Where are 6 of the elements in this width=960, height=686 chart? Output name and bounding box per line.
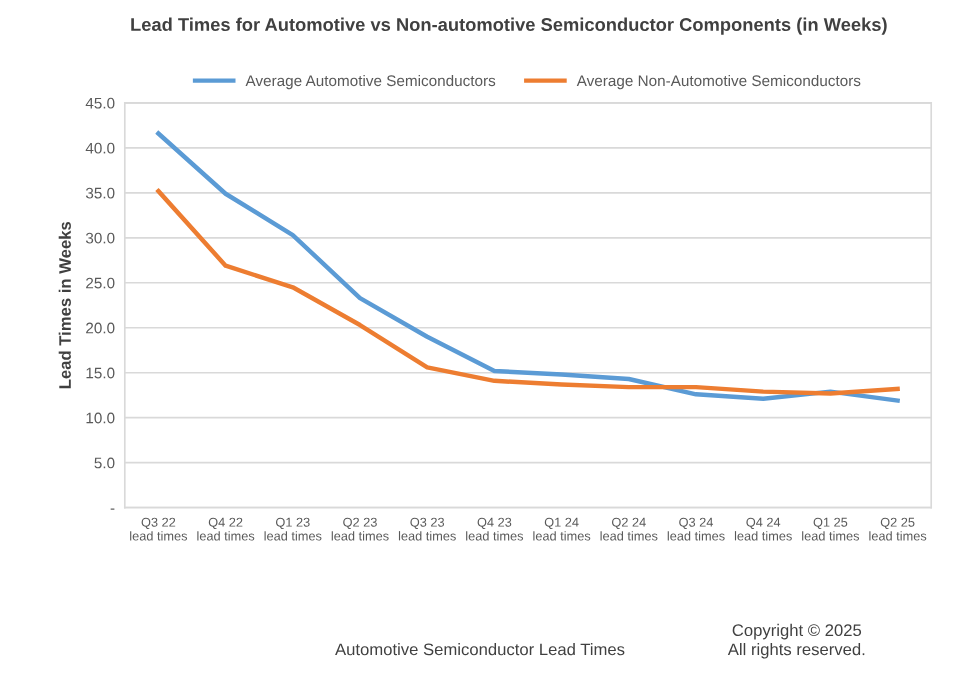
text: Copyright © 2025 All rights reserved. (727, 623, 865, 659)
line-series (156, 131, 900, 403)
y-axis-title: Lead Times in Weeks (58, 221, 71, 389)
text: Automotive Semiconductor Lead Times (335, 643, 625, 656)
chart-title: Lead Times for Automotive vs Non-automotive Semiconductor Components (in Weeks) (131, 17, 887, 35)
line-series (156, 188, 900, 396)
